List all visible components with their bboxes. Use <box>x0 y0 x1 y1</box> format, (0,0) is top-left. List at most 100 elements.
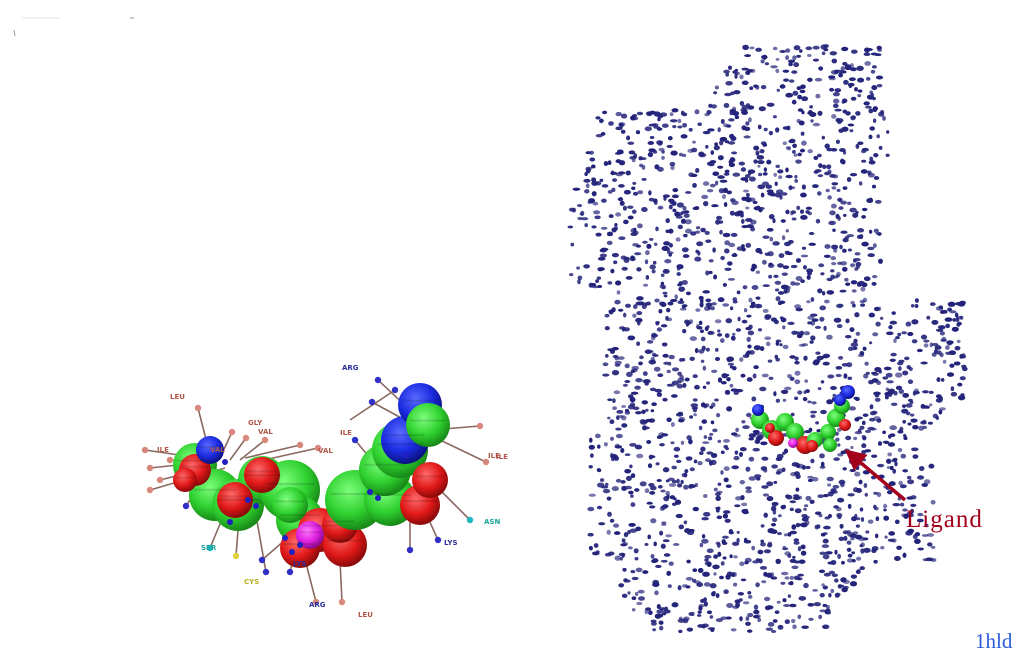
ligand-phosphorus-atom <box>296 521 324 549</box>
protein-atom <box>765 184 773 189</box>
protein-atom <box>902 508 908 512</box>
protein-atom <box>701 538 709 544</box>
residue-atom-markers <box>141 376 490 606</box>
ligand-oxygen-atom <box>765 423 775 433</box>
protein-atom <box>668 204 673 210</box>
protein-atom <box>812 122 821 127</box>
protein-atom <box>886 380 894 384</box>
protein-atom <box>812 360 820 366</box>
protein-atom <box>733 555 738 559</box>
protein-atom <box>818 163 823 169</box>
protein-atom <box>779 84 786 89</box>
protein-atom <box>818 66 824 71</box>
residue-label: LEU <box>170 393 185 401</box>
protein-atom <box>828 220 836 226</box>
protein-atom <box>837 553 841 560</box>
protein-atom <box>606 529 611 535</box>
protein-atom <box>745 489 753 494</box>
protein-atom <box>794 379 801 385</box>
protein-atom <box>604 313 610 318</box>
protein-atom <box>727 124 731 128</box>
protein-atom <box>745 121 750 126</box>
protein-atom <box>632 209 637 214</box>
protein-atom <box>780 389 789 394</box>
protein-atom <box>635 411 642 415</box>
protein-atom <box>850 263 856 268</box>
protein-atom <box>780 219 786 223</box>
protein-atom <box>655 564 662 568</box>
protein-atom <box>931 320 939 325</box>
protein-atom <box>926 533 935 537</box>
protein-atom <box>662 291 668 295</box>
protein-atom <box>774 181 778 186</box>
protein-atom <box>722 556 727 560</box>
contact-bond <box>439 439 487 463</box>
protein-atom <box>760 524 765 528</box>
protein-atom <box>859 425 865 430</box>
protein-atom <box>828 514 832 518</box>
protein-atom <box>595 232 602 237</box>
protein-atom <box>921 534 929 537</box>
protein-atom <box>863 547 871 553</box>
protein-atom <box>840 158 845 164</box>
protein-atom <box>836 324 843 329</box>
protein-atom <box>734 68 739 72</box>
protein-atom <box>950 391 958 397</box>
protein-atom <box>962 366 968 372</box>
protein-atom <box>837 197 843 202</box>
protein-atom <box>797 94 802 100</box>
protein-atom <box>845 282 851 286</box>
protein-atom <box>889 320 897 325</box>
protein-atom <box>715 495 721 501</box>
protein-atom <box>948 350 957 356</box>
protein-atom <box>757 617 762 623</box>
protein-atom <box>603 442 608 447</box>
protein-atom <box>760 192 765 198</box>
protein-atom <box>742 44 749 51</box>
protein-atom <box>596 505 603 510</box>
protein-atom <box>834 578 839 583</box>
protein-atom <box>700 359 705 363</box>
protein-atom <box>775 164 780 168</box>
protein-atom <box>950 386 955 392</box>
protein-atom <box>756 434 764 440</box>
protein-atom <box>755 150 760 156</box>
protein-atom <box>689 467 695 472</box>
protein-atom <box>571 207 577 213</box>
protein-atom <box>793 494 800 498</box>
protein-atom <box>723 477 729 483</box>
protein-atom <box>747 105 755 110</box>
protein-atom <box>906 365 911 370</box>
protein-atom <box>689 319 693 324</box>
protein-atom <box>865 105 872 109</box>
protein-atom <box>817 387 822 391</box>
protein-atom <box>723 439 730 443</box>
protein-atom <box>898 480 903 486</box>
protein-atom <box>659 530 664 536</box>
protein-atom <box>777 263 784 268</box>
protein-atom <box>775 68 780 74</box>
protein-atom <box>854 471 861 477</box>
protein-atom <box>755 270 761 274</box>
protein-atom <box>852 303 856 308</box>
protein-atom <box>898 366 902 371</box>
protein-atom <box>673 446 681 452</box>
protein-atom <box>688 127 693 132</box>
protein-atom <box>736 530 740 534</box>
protein-atom <box>634 591 639 597</box>
protein-atom <box>857 141 864 145</box>
protein-atom <box>847 376 853 380</box>
protein-atom <box>761 456 769 461</box>
protein-atom <box>871 546 879 551</box>
protein-atom <box>830 269 835 273</box>
protein-atom <box>810 313 818 317</box>
residue-atom <box>296 441 304 449</box>
protein-atom <box>723 187 728 193</box>
protein-atom <box>847 123 855 127</box>
protein-atom <box>668 243 674 248</box>
protein-atom <box>957 382 963 387</box>
protein-atom <box>819 569 825 573</box>
protein-atom <box>694 109 700 115</box>
residue-label: VAL <box>258 428 273 436</box>
protein-atom <box>871 454 878 458</box>
